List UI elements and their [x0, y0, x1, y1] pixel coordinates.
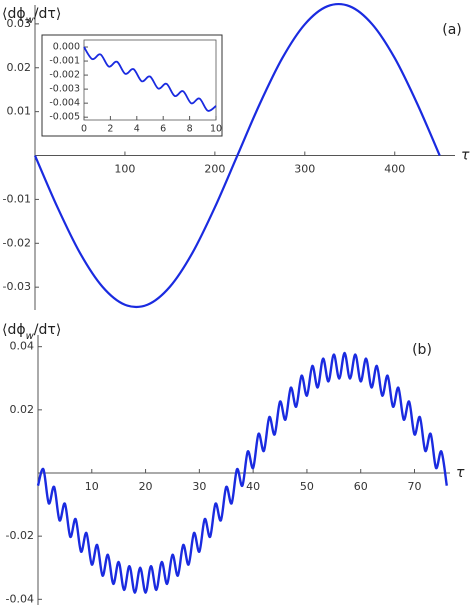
y-tick-label: 0.000: [53, 42, 80, 53]
x-tick-label: 300: [294, 163, 315, 176]
y-tick-label: 0.04: [10, 340, 35, 353]
x-tick-label: 200: [204, 163, 225, 176]
y-axis-title: ⟨dϕw/dτ⟩: [2, 6, 61, 26]
y-axis-title-part: ⟨dϕ: [2, 6, 26, 22]
y-tick-label: -0.003: [49, 84, 80, 95]
x-tick-label: 40: [246, 480, 260, 493]
x-tick-label: 2: [107, 124, 113, 135]
inset-frame: [83, 39, 217, 121]
y-tick-label: -0.04: [6, 592, 34, 605]
x-tick-label: 70: [408, 480, 422, 493]
y-tick-label: -0.002: [49, 70, 80, 81]
y-tick-label: -0.02: [3, 236, 31, 249]
y-axis-title-part: w: [26, 331, 35, 342]
y-tick-label: -0.03: [3, 280, 31, 293]
y-tick-label: -0.02: [6, 529, 34, 542]
y-tick-label: 0.01: [7, 105, 32, 118]
y-axis-title-part: ⟨dϕ: [2, 322, 26, 338]
x-tick-label: 20: [139, 480, 153, 493]
y-tick-label: -0.01: [3, 192, 31, 205]
x-tick-label: 400: [384, 163, 405, 176]
y-tick-label: 0.02: [10, 403, 35, 416]
x-tick-label: 4: [134, 124, 140, 135]
y-axis-title-part: w: [26, 15, 35, 26]
x-tick-label: 30: [192, 480, 206, 493]
y-tick-label: 0.02: [7, 61, 32, 74]
x-tick-label: 6: [160, 124, 166, 135]
x-tick-label: 8: [187, 124, 193, 135]
y-axis-title: ⟨dϕw/dτ⟩: [2, 322, 61, 342]
y-tick-label: 0.03: [7, 17, 32, 30]
x-tick-label: 10: [210, 124, 222, 135]
y-axis-title-part: /dτ⟩: [34, 322, 62, 338]
y-tick-label: -0.005: [49, 112, 80, 123]
inset-box: [41, 34, 223, 137]
x-tick-label: 10: [85, 480, 99, 493]
x-tick-label: 0: [81, 124, 87, 135]
y-tick-label: -0.001: [49, 56, 80, 67]
x-tick-label: 50: [300, 480, 314, 493]
x-axis-title: τ: [461, 148, 470, 164]
x-axis-title: τ: [456, 465, 465, 481]
y-axis-title-part: /dτ⟩: [34, 6, 62, 22]
x-tick-label: 100: [114, 163, 135, 176]
data-line: [33, 2, 441, 309]
data-line: [83, 46, 217, 112]
panel-label: (b): [412, 342, 432, 358]
data-line: [36, 351, 448, 594]
x-tick-label: 60: [354, 480, 368, 493]
panel-label: (a): [442, 22, 462, 38]
y-tick-label: -0.004: [49, 98, 80, 109]
